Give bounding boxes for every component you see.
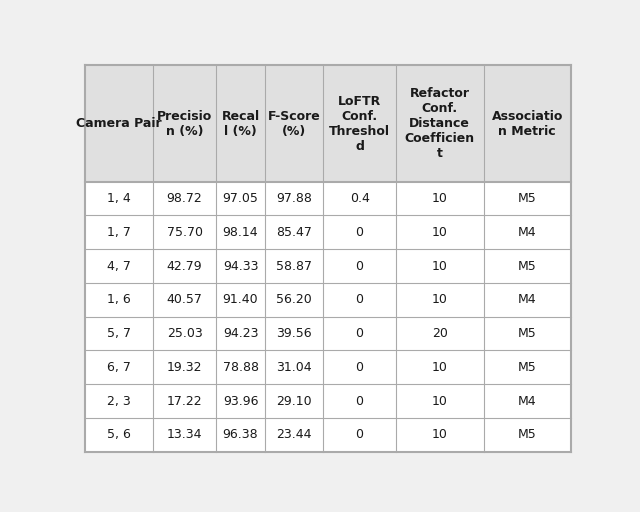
Text: 10: 10 [432,361,448,374]
Text: Camera Pair: Camera Pair [76,117,162,130]
Text: 10: 10 [432,260,448,272]
Text: 97.05: 97.05 [223,192,259,205]
Text: 2, 3: 2, 3 [107,395,131,408]
Text: M5: M5 [518,361,537,374]
Text: 94.33: 94.33 [223,260,259,272]
Text: 23.44: 23.44 [276,429,312,441]
Text: 97.88: 97.88 [276,192,312,205]
Text: 10: 10 [432,395,448,408]
Text: 75.70: 75.70 [166,226,203,239]
Text: 98.72: 98.72 [167,192,202,205]
Text: 20: 20 [432,327,448,340]
Text: Associatio
n Metric: Associatio n Metric [492,110,563,138]
Text: 1, 6: 1, 6 [107,293,131,306]
Text: 0.4: 0.4 [349,192,369,205]
Text: M5: M5 [518,327,537,340]
Text: 0: 0 [356,327,364,340]
Text: 5, 7: 5, 7 [107,327,131,340]
Text: 10: 10 [432,192,448,205]
Text: 6, 7: 6, 7 [107,361,131,374]
Text: 42.79: 42.79 [167,260,202,272]
Text: 1, 4: 1, 4 [107,192,131,205]
Text: 1, 7: 1, 7 [107,226,131,239]
Text: 40.57: 40.57 [166,293,202,306]
Text: 94.23: 94.23 [223,327,259,340]
Text: 17.22: 17.22 [167,395,202,408]
Bar [85,351,571,384]
Text: 5, 6: 5, 6 [107,429,131,441]
Text: 19.32: 19.32 [167,361,202,374]
Text: M4: M4 [518,395,536,408]
Bar [85,317,571,351]
Text: 0: 0 [356,226,364,239]
Text: 31.04: 31.04 [276,361,312,374]
Text: F-Score
(%): F-Score (%) [268,110,321,138]
Text: 25.03: 25.03 [167,327,202,340]
Text: 0: 0 [356,429,364,441]
Text: 29.10: 29.10 [276,395,312,408]
Text: 13.34: 13.34 [167,429,202,441]
Text: Refactor
Conf.
Distance
Coefficien
t: Refactor Conf. Distance Coefficien t [404,87,475,160]
Bar [85,418,571,452]
Text: M5: M5 [518,192,537,205]
Text: 93.96: 93.96 [223,395,259,408]
Text: 56.20: 56.20 [276,293,312,306]
Text: M5: M5 [518,429,537,441]
Text: 10: 10 [432,226,448,239]
Bar [85,182,571,216]
Bar [85,249,571,283]
Text: 10: 10 [432,429,448,441]
Text: M4: M4 [518,226,536,239]
Text: 10: 10 [432,293,448,306]
Bar [85,66,571,182]
Bar [85,216,571,249]
Text: 91.40: 91.40 [223,293,259,306]
Text: 96.38: 96.38 [223,429,259,441]
Text: 78.88: 78.88 [223,361,259,374]
Text: 0: 0 [356,293,364,306]
Text: 85.47: 85.47 [276,226,312,239]
Text: 39.56: 39.56 [276,327,312,340]
Text: 4, 7: 4, 7 [107,260,131,272]
Text: M5: M5 [518,260,537,272]
Text: 58.87: 58.87 [276,260,312,272]
Text: LoFTR
Conf.
Threshol
d: LoFTR Conf. Threshol d [329,95,390,153]
Bar [85,283,571,317]
Text: 0: 0 [356,395,364,408]
Text: Recal
l (%): Recal l (%) [221,110,260,138]
Bar [85,384,571,418]
Text: Precisio
n (%): Precisio n (%) [157,110,212,138]
Text: M4: M4 [518,293,536,306]
Text: 98.14: 98.14 [223,226,259,239]
Text: 0: 0 [356,361,364,374]
Text: 0: 0 [356,260,364,272]
